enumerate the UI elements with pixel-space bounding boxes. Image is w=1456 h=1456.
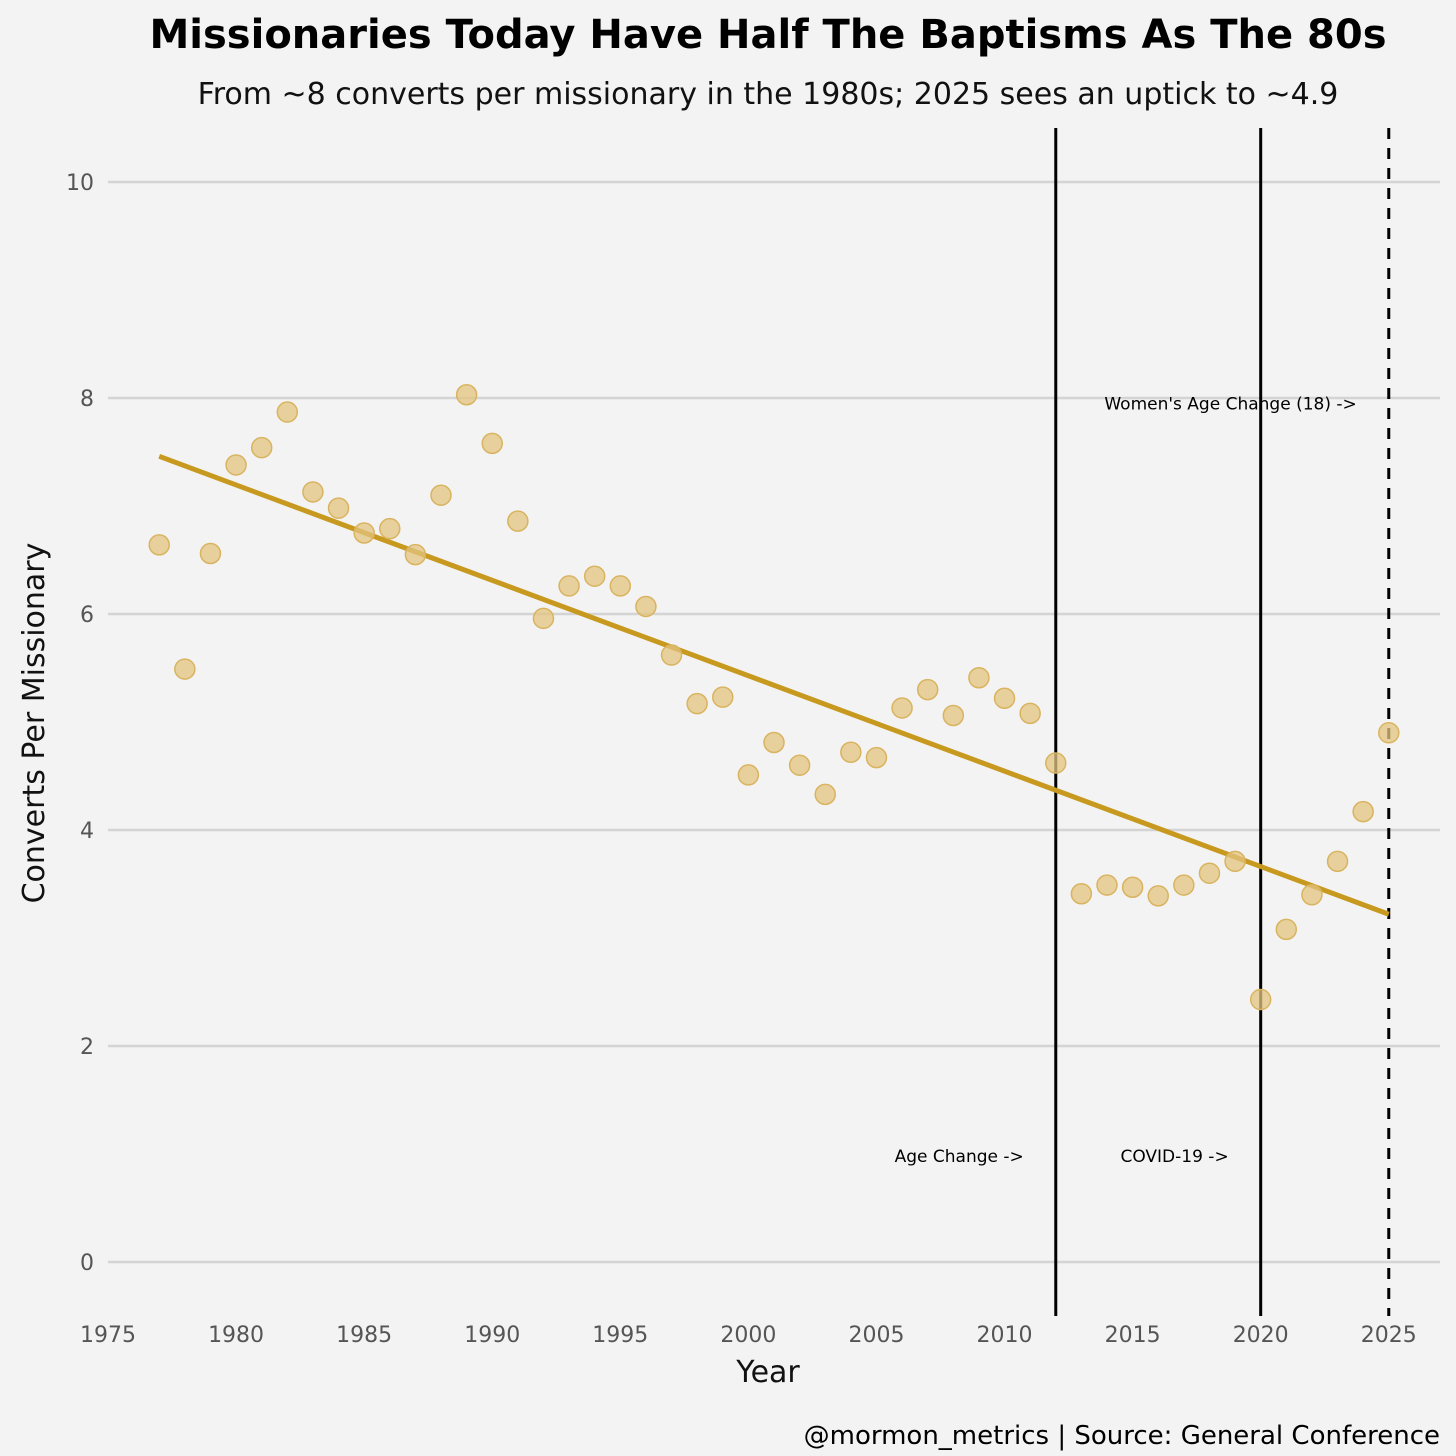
data-point-1979 <box>199 542 222 565</box>
caption: @mormon_metrics | Source: General Confer… <box>804 1421 1440 1451</box>
y-tick-label-10: 10 <box>66 171 94 196</box>
data-point-2014 <box>1096 874 1118 896</box>
event-label-2020: COVID-19 -> <box>1120 1147 1228 1167</box>
data-point-1996 <box>635 595 657 618</box>
data-point-2020 <box>1249 988 1272 1011</box>
data-point-1981 <box>250 436 273 459</box>
y-tick-label-8: 8 <box>80 387 94 412</box>
data-point-2023 <box>1326 850 1349 873</box>
data-point-2013 <box>1070 882 1093 905</box>
trend-line-layer <box>158 453 1390 917</box>
data-point-1997 <box>660 644 683 666</box>
data-point-1982 <box>276 401 299 423</box>
data-point-1998 <box>686 692 708 715</box>
x-tick-label-1980: 1980 <box>208 1323 264 1348</box>
x-tick-label-2020: 2020 <box>1233 1323 1289 1348</box>
data-point-2000 <box>737 764 760 786</box>
x-axis-title: Year <box>735 1355 800 1390</box>
x-tick-label-2000: 2000 <box>720 1323 776 1348</box>
data-point-1978 <box>174 658 196 680</box>
event-annotations: Age Change -> COVID-19 -> Women's Age Chan… <box>895 394 1357 1167</box>
x-tick-label-1995: 1995 <box>592 1323 648 1348</box>
data-point-2008 <box>942 704 965 727</box>
grid <box>108 180 1440 1264</box>
data-point-1986 <box>379 517 401 540</box>
trend-line <box>158 453 1390 917</box>
chart-subtitle: From ~8 converts per missionary in the 1… <box>198 77 1339 112</box>
chart-title: Missionaries Today Have Half The Baptism… <box>149 12 1386 58</box>
event-label-2025: Women's Age Change (18) -> <box>1104 394 1356 414</box>
data-point-1983 <box>302 481 324 503</box>
data-point-2022 <box>1301 884 1323 906</box>
data-point-1999 <box>712 686 734 708</box>
x-tick-label-2025: 2025 <box>1361 1323 1417 1348</box>
x-tick-label-2015: 2015 <box>1105 1323 1161 1348</box>
data-point-1989 <box>455 384 478 406</box>
data-point-1977 <box>148 534 170 556</box>
x-axis-ticks: 1975 1980 1985 1990 1995 2000 2005 2010 2015 2020… <box>80 1323 1417 1348</box>
data-point-1985 <box>353 522 375 544</box>
data-point-2018 <box>1198 862 1221 884</box>
data-point-2012 <box>1045 752 1067 774</box>
data-point-1984 <box>327 497 350 519</box>
data-point-2011 <box>1019 702 1041 725</box>
data-point-1987 <box>404 543 427 566</box>
data-point-1990 <box>481 432 503 455</box>
data-point-2021 <box>1275 918 1298 941</box>
data-point-2010 <box>993 687 1016 709</box>
event-label-2012: Age Change -> <box>895 1147 1024 1167</box>
data-point-2016 <box>1147 885 1169 907</box>
data-point-2005 <box>865 746 888 769</box>
data-point-1988 <box>430 484 452 506</box>
data-point-1995 <box>609 575 632 597</box>
y-tick-label-4: 4 <box>80 819 94 844</box>
data-point-1980 <box>225 454 247 476</box>
x-tick-label-2005: 2005 <box>848 1323 904 1348</box>
data-point-2024 <box>1352 800 1374 823</box>
data-point-1993 <box>558 575 580 597</box>
data-point-2019 <box>1224 850 1246 873</box>
x-tick-label-1985: 1985 <box>336 1323 392 1348</box>
x-tick-label-1975: 1975 <box>80 1323 136 1348</box>
data-point-2003 <box>814 783 836 806</box>
data-point-2002 <box>788 754 811 776</box>
data-point-2004 <box>840 741 862 763</box>
event-lines <box>1054 128 1391 1316</box>
data-point-1991 <box>507 510 529 532</box>
y-axis-ticks: 0 2 4 6 8 10 <box>66 171 94 1276</box>
data-point-1992 <box>532 607 555 630</box>
y-axis-title: Converts Per Missionary <box>17 543 52 904</box>
x-tick-label-1990: 1990 <box>464 1323 520 1348</box>
y-tick-label-2: 2 <box>80 1035 94 1060</box>
data-point-1994 <box>583 565 606 587</box>
data-point-2006 <box>891 697 913 719</box>
data-point-2007 <box>916 678 939 701</box>
x-tick-label-2010: 2010 <box>977 1323 1033 1348</box>
data-point-2001 <box>763 731 785 754</box>
data-point-2025 <box>1378 722 1400 744</box>
y-tick-label-6: 6 <box>80 603 94 628</box>
data-point-2015 <box>1121 876 1144 898</box>
data-points <box>148 384 1400 1011</box>
data-point-2017 <box>1173 874 1195 896</box>
data-point-2009 <box>968 666 990 689</box>
y-tick-label-0: 0 <box>80 1251 94 1276</box>
